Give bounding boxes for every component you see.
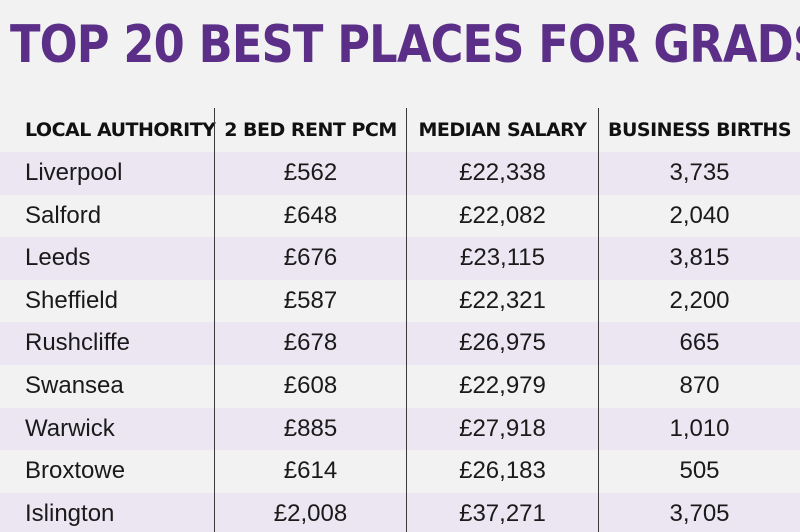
- cell-salary: £26,975: [406, 322, 598, 365]
- table-row: Salford £648 £22,082 2,040: [0, 194, 800, 238]
- cell-salary: £22,082: [406, 194, 598, 238]
- cell-business-births: 3,815: [598, 237, 800, 280]
- cell-rent: £614: [214, 450, 406, 493]
- cell-rent: £885: [214, 407, 406, 451]
- table-row: Leeds £676 £23,115 3,815: [0, 237, 800, 280]
- cell-business-births: 505: [598, 450, 800, 493]
- cell-local-authority: Liverpool: [25, 159, 123, 186]
- cell-rent: £678: [214, 322, 406, 365]
- cell-business-births: 665: [598, 322, 800, 365]
- cell-rent: £608: [214, 364, 406, 408]
- cell-local-authority: Rushcliffe: [25, 329, 130, 357]
- table-row: Liverpool £562 £22,338 3,735: [0, 152, 800, 195]
- cell-salary: £22,338: [406, 152, 598, 195]
- cell-rent: £2,008: [214, 492, 406, 532]
- cell-salary: £27,918: [406, 407, 598, 451]
- cell-business-births: 870: [598, 364, 800, 408]
- column-header-local-authority: LOCAL AUTHORITY: [25, 119, 216, 141]
- table-row: Rushcliffe £678 £26,975 665: [0, 322, 800, 365]
- cell-salary: £22,321: [406, 279, 598, 323]
- cell-rent: £587: [214, 279, 406, 323]
- cell-local-authority: Broxtowe: [25, 457, 126, 485]
- cell-salary: £22,979: [406, 364, 598, 408]
- cell-rent: £562: [214, 152, 406, 195]
- table-header-row: LOCAL AUTHORITY 2 BED RENT PCM MEDIAN SA…: [0, 108, 800, 152]
- table-row: Islington £2,008 £37,271 3,705: [0, 492, 800, 532]
- cell-business-births: 3,705: [598, 492, 800, 532]
- cell-local-authority: Leeds: [25, 244, 91, 272]
- cell-local-authority: Sheffield: [25, 286, 118, 314]
- cell-salary: £37,271: [406, 492, 598, 532]
- table-row: Broxtowe £614 £26,183 505: [0, 450, 800, 493]
- cell-rent: £648: [214, 194, 406, 238]
- cell-business-births: 3,735: [598, 152, 800, 195]
- cell-rent: £676: [214, 237, 406, 280]
- cell-business-births: 2,040: [598, 194, 800, 238]
- table-row: Swansea £608 £22,979 870: [0, 364, 800, 408]
- column-header-salary: MEDIAN SALARY: [406, 108, 598, 152]
- column-header-business-births: BUSINESS BIRTHS: [598, 108, 800, 152]
- table-row: Sheffield £587 £22,321 2,200: [0, 279, 800, 323]
- cell-local-authority: Salford: [25, 201, 102, 229]
- page-title: TOP 20 BEST PLACES FOR GRADS: [10, 15, 800, 75]
- cell-business-births: 2,200: [598, 279, 800, 323]
- data-table: LOCAL AUTHORITY 2 BED RENT PCM MEDIAN SA…: [0, 108, 800, 532]
- cell-local-authority: Islington: [25, 499, 115, 527]
- cell-salary: £23,115: [406, 237, 598, 280]
- cell-business-births: 1,010: [598, 407, 800, 451]
- cell-local-authority: Swansea: [25, 371, 124, 399]
- cell-local-authority: Warwick: [25, 414, 115, 442]
- column-header-rent: 2 BED RENT PCM: [214, 108, 406, 152]
- cell-salary: £26,183: [406, 450, 598, 493]
- table-row: Warwick £885 £27,918 1,010: [0, 407, 800, 451]
